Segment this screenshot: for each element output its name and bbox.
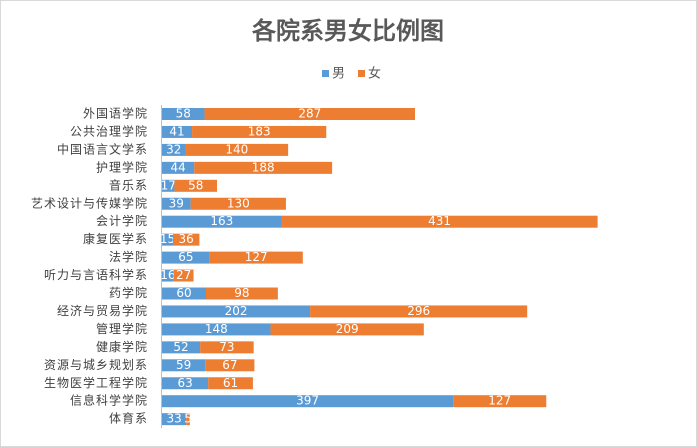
legend-swatch	[358, 70, 365, 77]
value-label: 296	[407, 304, 430, 318]
bar-segment	[192, 125, 327, 138]
value-label: 63	[177, 376, 192, 390]
y-tick-label: 艺术设计与传媒学院	[31, 195, 148, 210]
bar-segment	[310, 305, 528, 318]
y-tick-label: 药学院	[109, 285, 148, 300]
bar-segment	[270, 323, 424, 336]
value-label: 397	[296, 394, 319, 408]
value-label: 36	[179, 232, 194, 246]
bar-segment	[162, 395, 454, 408]
bar-segment	[194, 161, 333, 174]
value-label: 209	[336, 322, 359, 336]
y-tick-label: 生物医学工程学院	[44, 375, 148, 390]
value-label: 98	[234, 286, 249, 300]
bar-segment	[162, 179, 175, 192]
value-label: 5	[184, 412, 192, 426]
y-tick-label: 公共治理学院	[70, 123, 148, 138]
bar-segment	[162, 233, 173, 246]
y-tick-label: 听力与言语科学系	[44, 267, 148, 282]
value-label: 431	[428, 214, 451, 228]
legend-label: 男	[332, 67, 345, 82]
value-label: 163	[210, 214, 233, 228]
bar-segment	[204, 108, 415, 120]
value-label: 59	[176, 358, 191, 372]
bar-segment	[162, 413, 187, 426]
value-label: 33	[166, 412, 181, 426]
chart-title: 各院系男女比例图	[251, 17, 444, 45]
value-label: 73	[219, 340, 234, 354]
bar-segment	[209, 251, 303, 264]
bar-segment	[162, 125, 193, 138]
value-label: 41	[169, 124, 184, 138]
y-tick-label: 康复医学系	[83, 231, 148, 246]
bar-segment	[162, 251, 210, 264]
value-label: 61	[223, 376, 238, 390]
value-label: 183	[248, 124, 271, 138]
bar-segment	[162, 215, 282, 228]
bar-segment	[162, 161, 195, 174]
bar-segment	[162, 143, 186, 156]
y-tick-label: 信息科学学院	[70, 393, 148, 408]
value-label: 32	[166, 142, 181, 156]
y-tick-label: 中国语言文学系	[57, 141, 148, 156]
y-tick-label: 资源与城乡规划系	[44, 357, 148, 372]
bar-segment	[162, 359, 206, 372]
value-label: 16	[160, 268, 175, 282]
bar-segment	[162, 108, 205, 120]
value-label: 17	[161, 178, 176, 192]
value-label: 65	[178, 250, 193, 264]
bar-segment	[162, 287, 206, 300]
bar-segment	[162, 341, 201, 354]
y-tick-label: 会计学院	[96, 213, 148, 228]
y-tick-label: 管理学院	[96, 321, 148, 336]
bar-segment	[186, 413, 190, 426]
y-tick-label: 护理学院	[96, 159, 148, 174]
value-label: 52	[173, 340, 188, 354]
bar-segment	[162, 197, 191, 210]
bar-segment	[173, 269, 194, 282]
y-tick-label: 法学院	[109, 249, 148, 264]
bar-segment	[205, 359, 255, 372]
value-label: 148	[205, 322, 228, 336]
y-tick-label: 健康学院	[96, 339, 148, 354]
bar-segment	[281, 215, 598, 228]
bar-segment	[173, 233, 200, 246]
y-tick-label: 经济与贸易学院	[57, 303, 148, 318]
value-label: 140	[225, 142, 248, 156]
bar-segment	[208, 377, 253, 390]
value-label: 39	[169, 196, 184, 210]
bar-segment	[162, 323, 271, 336]
value-label: 67	[222, 358, 237, 372]
value-label: 60	[176, 286, 191, 300]
bar-segment	[162, 305, 311, 318]
value-label: 202	[225, 304, 248, 318]
bar-segment	[200, 341, 254, 354]
value-label: 15	[160, 232, 175, 246]
value-label: 58	[188, 178, 203, 192]
value-label: 27	[176, 268, 191, 282]
bar-segment	[190, 197, 286, 210]
value-label: 188	[252, 160, 275, 174]
value-label: 44	[170, 160, 185, 174]
bar-segment	[162, 269, 174, 282]
bar-segment	[174, 179, 217, 192]
value-label: 130	[227, 196, 250, 210]
y-tick-label: 外国语学院	[83, 106, 148, 121]
legend-swatch	[322, 70, 329, 77]
bar-segment	[206, 287, 278, 300]
bar-segment	[185, 143, 289, 156]
legend-label: 女	[368, 66, 381, 82]
value-label: 127	[488, 394, 511, 408]
y-tick-label: 体育系	[109, 411, 148, 426]
value-label: 58	[176, 107, 191, 121]
bar-segment	[453, 395, 547, 408]
bar-segment	[162, 377, 209, 390]
y-tick-label: 音乐系	[109, 177, 148, 192]
value-label: 127	[245, 250, 268, 264]
value-label: 287	[298, 107, 321, 121]
